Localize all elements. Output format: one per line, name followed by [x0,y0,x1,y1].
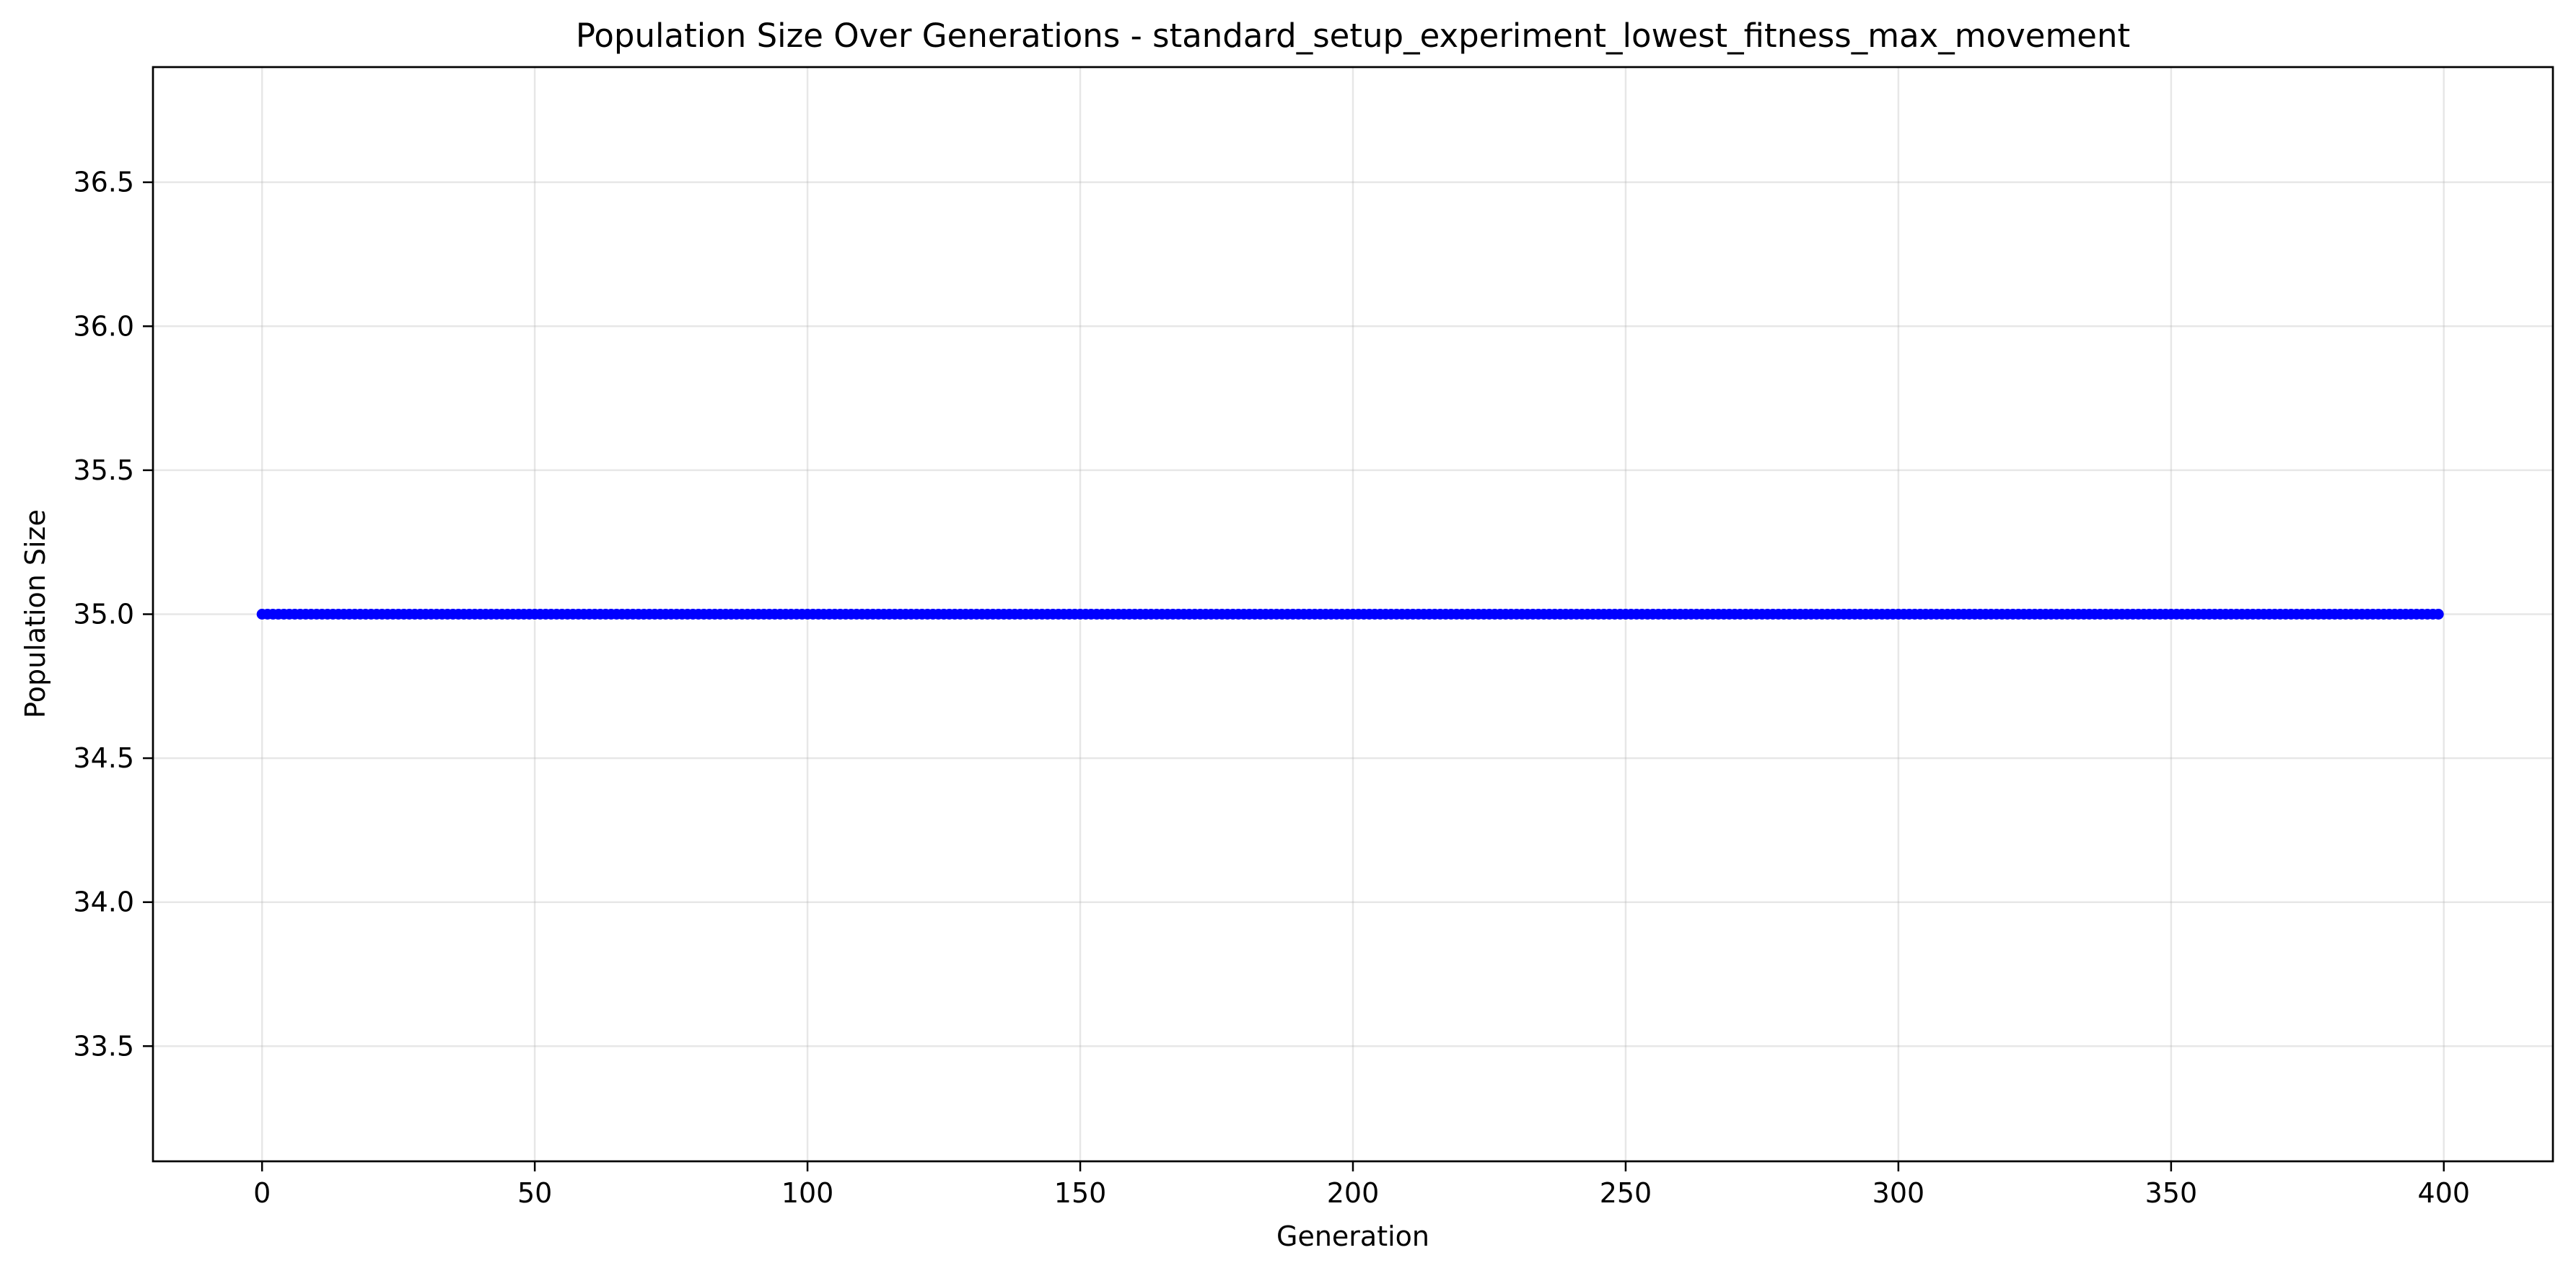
x-axis-ticks: 0 50 100 150 200 250 300 350 400 [253,1161,2470,1209]
x-tick-label: 250 [1600,1177,1652,1209]
x-tick-label: 350 [2145,1177,2198,1209]
x-tick-label: 200 [1327,1177,1380,1209]
y-tick-label: 36.5 [73,167,134,198]
plot-frame [152,66,2554,1163]
y-axis-ticks: 33.5 34.0 34.5 35.0 35.5 36.0 36.5 [73,167,153,1062]
x-tick-label: 300 [1872,1177,1925,1209]
y-axis-label: Population Size [19,509,51,718]
x-tick-label: 100 [781,1177,834,1209]
y-tick-label: 35.5 [73,454,134,486]
x-tick-label: 50 [517,1177,552,1209]
x-axis-label: Generation [1276,1220,1429,1252]
population-series [256,609,2444,620]
y-tick-label: 34.5 [73,742,134,774]
data-point [2432,609,2444,620]
y-tick-label: 33.5 [73,1030,134,1062]
y-tick-label: 36.0 [73,310,134,342]
chart-title: Population Size Over Generations - stand… [576,17,2130,55]
x-tick-label: 400 [2418,1177,2471,1209]
x-tick-label: 0 [253,1177,271,1209]
x-tick-label: 150 [1054,1177,1107,1209]
population-markers [256,609,2444,620]
y-tick-label: 35.0 [73,599,134,630]
y-tick-label: 34.0 [73,886,134,918]
